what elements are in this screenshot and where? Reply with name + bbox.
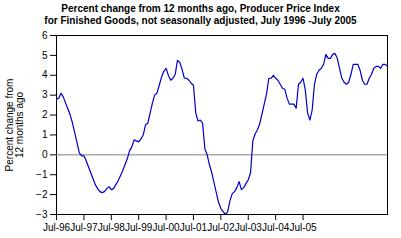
svg-text:−1: −1	[36, 169, 48, 180]
svg-text:−2: −2	[36, 189, 48, 200]
svg-text:Jul-97: Jul-97	[70, 222, 98, 233]
svg-text:5: 5	[42, 50, 48, 61]
svg-text:6: 6	[42, 30, 48, 41]
svg-text:Percent change from12 months a: Percent change from12 months ago	[4, 79, 25, 172]
svg-text:Jul-04: Jul-04	[262, 222, 290, 233]
svg-text:1: 1	[42, 129, 48, 140]
svg-text:Jul-03: Jul-03	[235, 222, 263, 233]
svg-text:0: 0	[42, 149, 48, 160]
svg-text:Jul-02: Jul-02	[207, 222, 235, 233]
svg-text:Jul-96: Jul-96	[43, 222, 71, 233]
svg-text:3: 3	[42, 89, 48, 100]
svg-text:Jul-98: Jul-98	[98, 222, 126, 233]
svg-text:Jul-99: Jul-99	[125, 222, 153, 233]
html-text:Percent change from 12 months: Percent change from 12 months ago, Produ…	[44, 3, 357, 26]
svg-text:Jul-01: Jul-01	[180, 222, 208, 233]
svg-text:2: 2	[42, 109, 48, 120]
svg-text:Jul-05: Jul-05	[289, 222, 317, 233]
svg-text:Jul-00: Jul-00	[152, 222, 180, 233]
svg-text:4: 4	[42, 69, 48, 80]
svg-text:−3: −3	[36, 209, 48, 220]
